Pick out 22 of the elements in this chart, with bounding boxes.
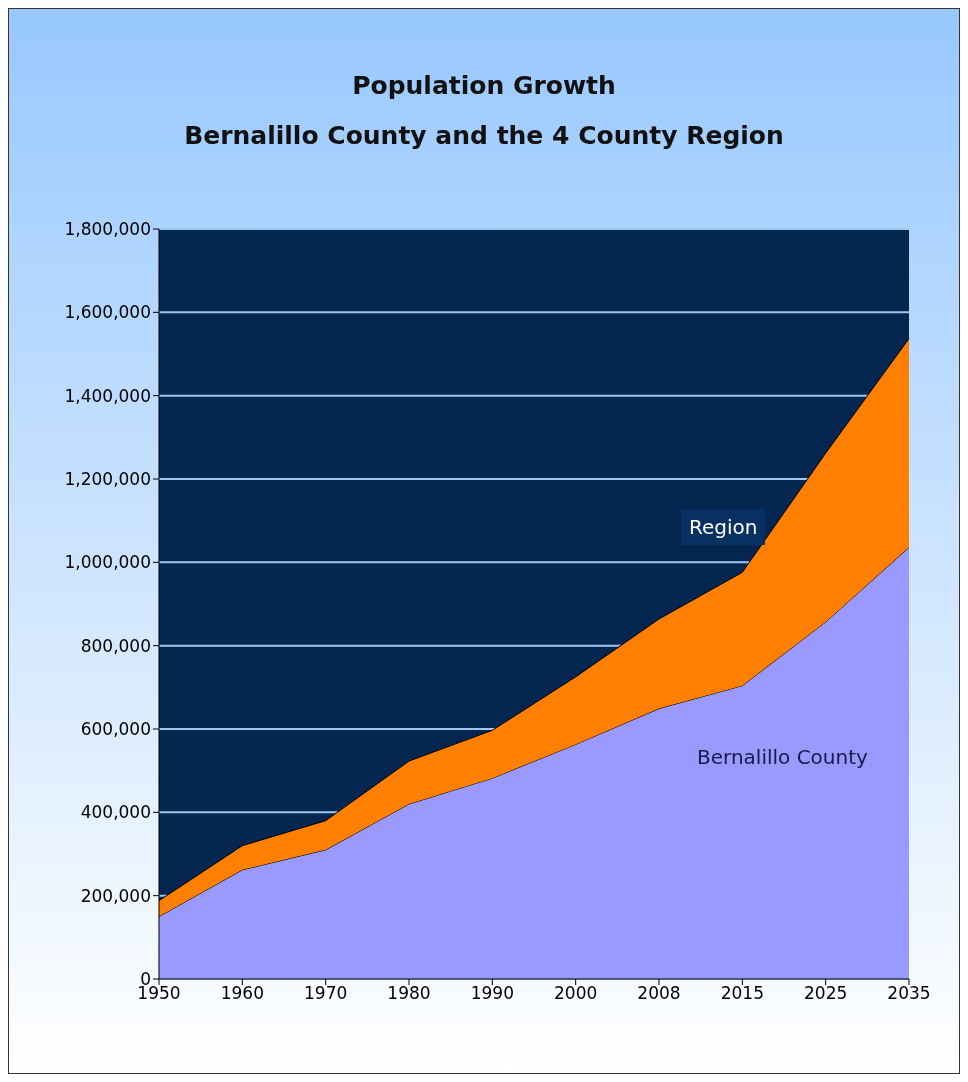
x-tick-label: 1980	[387, 983, 431, 1004]
x-tick-label: 2008	[637, 983, 681, 1004]
y-tick-label: 800,000	[80, 635, 151, 656]
y-tick-label: 1,200,000	[64, 469, 151, 490]
x-tick-label: 2025	[804, 983, 848, 1004]
x-tick-label: 1990	[470, 983, 514, 1004]
x-tick-label: 2035	[887, 983, 931, 1004]
chart-subtitle: Bernalillo County and the 4 County Region	[183, 120, 785, 152]
x-tick-label: 2000	[554, 983, 598, 1004]
y-tick-label: 600,000	[80, 719, 151, 740]
y-tick-label: 200,000	[80, 885, 151, 906]
y-tick-label: 1,600,000	[64, 302, 151, 323]
y-tick-label: 1,000,000	[64, 552, 151, 573]
series-label: Region	[681, 509, 766, 545]
chart-title: Population Growth	[351, 70, 617, 102]
y-tick-label: 1,400,000	[64, 385, 151, 406]
x-tick-label: 1960	[220, 983, 264, 1004]
series-label: Bernalillo County	[689, 739, 876, 775]
x-tick-label: 2015	[720, 983, 764, 1004]
x-tick-label: 1970	[304, 983, 348, 1004]
y-tick-label: 1,800,000	[64, 219, 151, 240]
y-tick-label: 400,000	[80, 802, 151, 823]
